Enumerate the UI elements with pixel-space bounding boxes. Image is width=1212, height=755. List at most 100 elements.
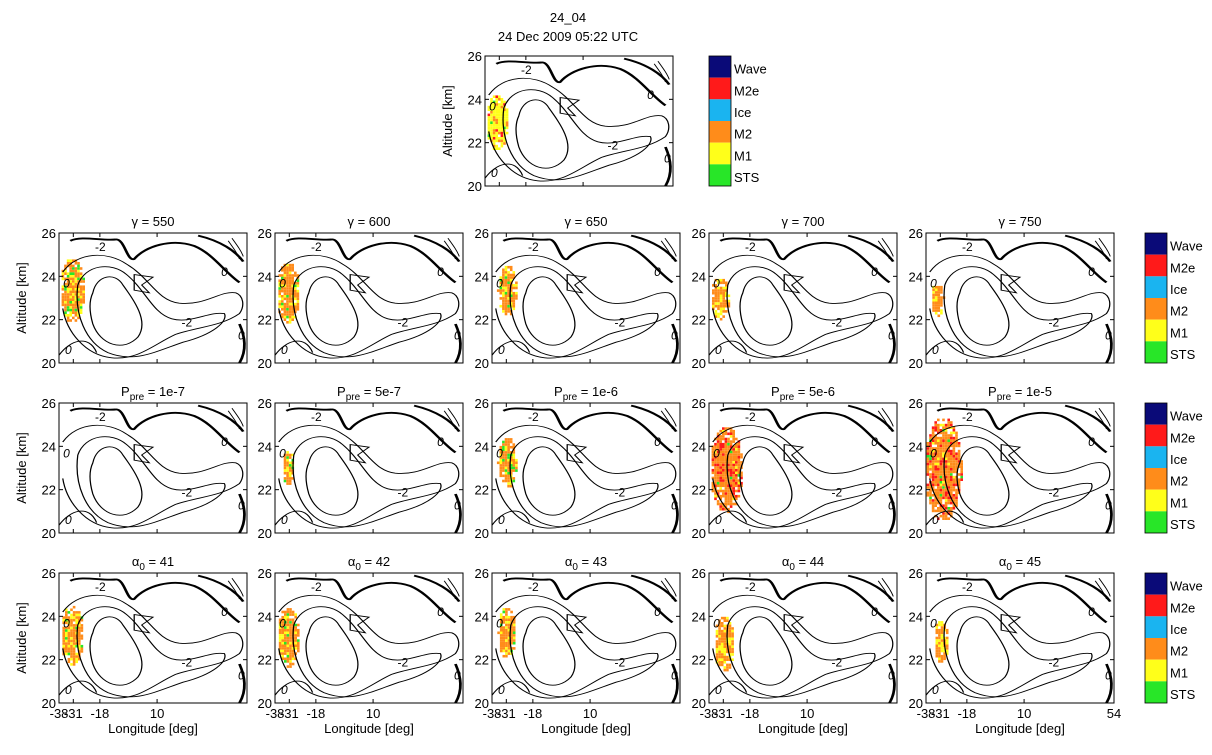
cloud-cell-m2 bbox=[505, 623, 508, 627]
cloud-cell-m2 bbox=[286, 266, 289, 269]
legend-swatch-sts bbox=[1145, 681, 1167, 703]
cloud-cell-m1 bbox=[717, 286, 720, 290]
cloud-cells bbox=[496, 265, 518, 316]
cloud-cell-m2 bbox=[496, 461, 500, 465]
cloud-cell-m2 bbox=[510, 615, 513, 619]
contour-line-3 bbox=[522, 616, 576, 686]
y-tick-label: 22 bbox=[42, 313, 56, 328]
cloud-cell-m1 bbox=[735, 466, 738, 469]
cloud-cell-m1 bbox=[492, 124, 496, 127]
cloud-cell-m2 bbox=[947, 444, 950, 448]
cloud-cell-m2 bbox=[717, 307, 720, 311]
legend-swatch-m2e bbox=[1145, 594, 1167, 617]
cloud-cell-m2 bbox=[278, 274, 281, 277]
cloud-cells bbox=[926, 418, 963, 520]
cloud-cell-m2 bbox=[289, 623, 292, 627]
cloud-cell-m2 bbox=[289, 654, 292, 658]
cloud-cell-m2 bbox=[291, 610, 295, 614]
cloud-cell-m1 bbox=[722, 286, 725, 290]
cloud-cell-m2 bbox=[716, 489, 720, 493]
cloud-cell-m2 bbox=[77, 301, 80, 304]
y-tick-label: 24 bbox=[692, 269, 706, 284]
cloud-cell-m2 bbox=[726, 650, 729, 654]
cloud-cell-m2 bbox=[278, 289, 281, 293]
cloud-cell-m2 bbox=[69, 293, 72, 296]
cloud-cell-m2e bbox=[737, 455, 741, 459]
panel-title: α0 = 41 bbox=[132, 554, 174, 573]
cloud-cell-m2 bbox=[294, 274, 297, 277]
contour-line-1 bbox=[929, 424, 1111, 529]
cloud-cell-m2 bbox=[504, 299, 508, 303]
x-tick-label: -31 bbox=[280, 706, 299, 721]
cloud-cell-m1 bbox=[500, 111, 504, 114]
cloud-cell-m1 bbox=[719, 487, 722, 490]
cloud-cell-m1 bbox=[67, 621, 71, 625]
cloud-cell-m2 bbox=[72, 631, 76, 635]
y-tick-label: 24 bbox=[475, 609, 489, 624]
cloud-cell-m1 bbox=[72, 616, 76, 619]
cloud-cell-m1 bbox=[507, 482, 510, 485]
cloud-cell-m2 bbox=[294, 295, 297, 298]
cloud-cell-m2 bbox=[77, 285, 80, 288]
cloud-cell-m2 bbox=[729, 502, 733, 506]
cloud-cell-m2 bbox=[286, 271, 289, 275]
cloud-cell-m2 bbox=[286, 628, 290, 632]
contour-line-4 bbox=[566, 274, 588, 294]
cloud-cell-m2 bbox=[281, 626, 284, 629]
cloud-cell-m2 bbox=[735, 479, 738, 482]
contour-lines bbox=[274, 574, 462, 704]
cloud-cell-m2 bbox=[62, 639, 65, 643]
cloud-cell-m2 bbox=[502, 307, 505, 311]
cloud-cell-m2 bbox=[934, 291, 938, 294]
cloud-cell-m2 bbox=[75, 624, 78, 627]
cloud-cell-m2 bbox=[937, 478, 940, 481]
cloud-cell-sts bbox=[512, 479, 516, 483]
cloud-cell-m2 bbox=[62, 637, 65, 640]
contour-lines bbox=[484, 57, 672, 187]
legend-swatch-wave bbox=[709, 56, 731, 78]
cloud-cell-m2 bbox=[926, 465, 930, 468]
figure-title-line1: 24_04 bbox=[550, 10, 586, 25]
cloud-cell-m1 bbox=[945, 649, 949, 653]
cloud-cell-m2 bbox=[715, 653, 719, 656]
cloud-cell-m2 bbox=[507, 448, 510, 452]
cloud-cell-m2 bbox=[65, 626, 68, 630]
cloud-cell-m1 bbox=[79, 275, 83, 278]
cloud-cell-m2 bbox=[72, 290, 75, 294]
cloud-cell-m1 bbox=[499, 458, 503, 462]
cloud-cell-m2 bbox=[291, 652, 295, 655]
contour-line-6 bbox=[1064, 574, 1112, 603]
cloud-cell-m2 bbox=[926, 486, 930, 489]
cloud-cell-m2 bbox=[72, 655, 76, 658]
cloud-cell-m1 bbox=[495, 116, 498, 119]
cloud-cell-m1 bbox=[509, 291, 513, 295]
cloud-cell-m2e bbox=[714, 497, 717, 501]
panel-title: Ppre = 5e-6 bbox=[771, 384, 835, 403]
cloud-cell-m2e bbox=[944, 423, 948, 427]
axes-frame bbox=[58, 402, 248, 534]
cloud-cell-m2 bbox=[729, 461, 733, 464]
cloud-cell-m2e bbox=[950, 452, 953, 455]
cloud-cell-m1 bbox=[490, 108, 493, 111]
cloud-cell-m2 bbox=[69, 267, 72, 270]
cloud-cell-m2 bbox=[505, 618, 508, 622]
cloud-cell-m2 bbox=[950, 512, 953, 515]
cloud-cell-m2 bbox=[512, 461, 516, 465]
plot-area bbox=[926, 573, 1114, 703]
cloud-cell-m1 bbox=[294, 302, 297, 306]
cloud-cell-m2 bbox=[731, 650, 734, 654]
cloud-cell-m1 bbox=[66, 314, 70, 317]
contour-label-edge: 0 bbox=[281, 513, 288, 527]
contour-line-4 bbox=[559, 97, 581, 117]
contour-line-3 bbox=[739, 616, 793, 686]
cloud-cell-m2 bbox=[283, 461, 287, 465]
cloud-cell-m1 bbox=[82, 290, 85, 294]
contour-label-edge: 0 bbox=[1088, 605, 1095, 619]
cloud-cell-m1 bbox=[950, 426, 953, 429]
y-tick-label: 24 bbox=[42, 609, 56, 624]
cloud-cell-m1 bbox=[79, 303, 83, 307]
cloud-cell-m2e bbox=[955, 457, 958, 461]
cloud-cell-m2 bbox=[289, 644, 292, 648]
cloud-cell-sts bbox=[947, 439, 950, 442]
cloud-cell-m2 bbox=[62, 621, 65, 625]
